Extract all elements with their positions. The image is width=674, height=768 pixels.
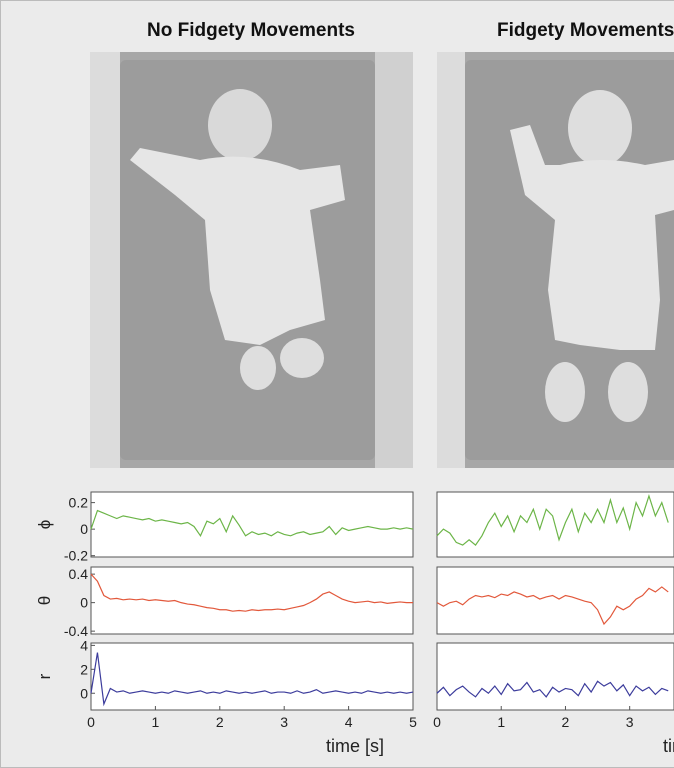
y-axis-label: ϕ xyxy=(35,520,54,530)
plot-area xyxy=(437,643,674,710)
x-tick-label: 3 xyxy=(626,714,634,730)
panel-title: No Fidgety Movements xyxy=(147,20,355,41)
x-tick-label: 2 xyxy=(216,714,224,730)
y-axis-label: θ xyxy=(35,596,54,605)
photo-right xyxy=(437,52,674,468)
figure: No Fidgety Movements-0.200.2ϕ-0.400.4θ02… xyxy=(0,0,674,768)
plot-area xyxy=(91,567,413,634)
x-tick-label: 1 xyxy=(152,714,160,730)
x-axis-label: time [s] xyxy=(326,736,384,756)
x-tick-label: 0 xyxy=(433,714,441,730)
plot-area xyxy=(437,567,674,634)
plot-area xyxy=(91,643,413,710)
x-tick-label: 2 xyxy=(562,714,570,730)
chart: No Fidgety Movements-0.200.2ϕ-0.400.4θ02… xyxy=(0,0,674,768)
x-tick-label: 1 xyxy=(497,714,505,730)
x-tick-label: 4 xyxy=(345,714,353,730)
photo-left xyxy=(90,52,413,468)
y-tick-label: 4 xyxy=(80,637,88,653)
x-axis-label: time [s] xyxy=(663,736,674,756)
panel-title: Fidgety Movements xyxy=(497,20,674,41)
y-tick-label: 0.2 xyxy=(69,495,89,511)
x-tick-label: 3 xyxy=(280,714,288,730)
y-tick-label: -0.2 xyxy=(64,548,88,564)
x-tick-label: 0 xyxy=(87,714,95,730)
x-tick-label: 5 xyxy=(409,714,417,730)
y-tick-label: 2 xyxy=(80,661,88,677)
y-axis-label: r xyxy=(35,673,54,679)
plot-area xyxy=(91,492,413,557)
y-tick-label: 0 xyxy=(80,595,88,611)
y-tick-label: 0 xyxy=(80,685,88,701)
y-tick-label: 0 xyxy=(80,521,88,537)
y-tick-label: 0.4 xyxy=(69,566,89,582)
